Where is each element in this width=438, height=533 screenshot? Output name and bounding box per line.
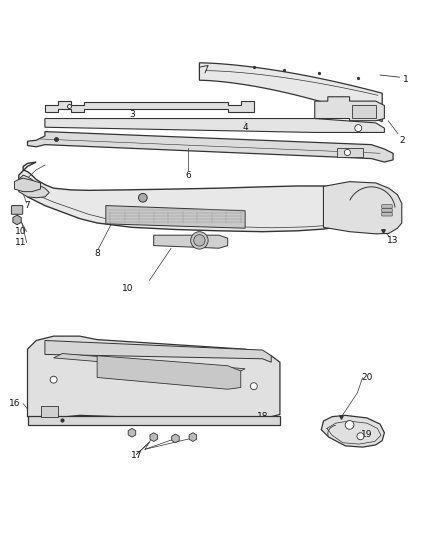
Text: 2: 2 — [399, 136, 405, 145]
Text: 8: 8 — [94, 249, 100, 258]
FancyBboxPatch shape — [382, 213, 392, 216]
Polygon shape — [97, 356, 241, 389]
Text: 10: 10 — [15, 227, 27, 236]
Polygon shape — [45, 101, 254, 112]
Polygon shape — [19, 175, 49, 198]
Polygon shape — [315, 97, 385, 120]
Circle shape — [344, 149, 350, 156]
Circle shape — [138, 193, 147, 202]
Text: 10: 10 — [122, 284, 133, 293]
Circle shape — [345, 421, 354, 429]
FancyBboxPatch shape — [382, 205, 392, 208]
Polygon shape — [28, 336, 280, 421]
Text: 20: 20 — [361, 373, 373, 382]
Polygon shape — [323, 182, 402, 234]
Polygon shape — [45, 341, 271, 362]
Text: 7: 7 — [25, 201, 30, 210]
Polygon shape — [199, 63, 382, 122]
Polygon shape — [45, 118, 385, 133]
Circle shape — [355, 125, 362, 132]
Text: 11: 11 — [15, 238, 27, 247]
Text: 3: 3 — [129, 110, 135, 119]
Bar — [41, 406, 58, 417]
Text: 16: 16 — [9, 399, 20, 408]
FancyBboxPatch shape — [382, 208, 392, 212]
Polygon shape — [154, 235, 228, 248]
Text: 18: 18 — [257, 412, 268, 421]
Circle shape — [191, 232, 208, 249]
Polygon shape — [106, 206, 245, 228]
Polygon shape — [53, 353, 245, 373]
Text: 19: 19 — [361, 430, 373, 439]
Text: 17: 17 — [131, 451, 142, 461]
Polygon shape — [19, 162, 380, 232]
FancyBboxPatch shape — [11, 206, 23, 214]
Circle shape — [357, 433, 364, 440]
Text: 12: 12 — [231, 201, 242, 210]
Text: 14: 14 — [124, 192, 135, 201]
Text: 4: 4 — [242, 123, 248, 132]
Polygon shape — [28, 132, 393, 162]
FancyBboxPatch shape — [336, 148, 363, 157]
Circle shape — [194, 235, 205, 246]
Bar — [352, 104, 376, 118]
Circle shape — [251, 383, 257, 390]
Text: 1: 1 — [403, 75, 409, 84]
Polygon shape — [321, 415, 385, 447]
Text: 13: 13 — [387, 236, 399, 245]
Polygon shape — [14, 178, 41, 192]
Circle shape — [50, 376, 57, 383]
Text: 6: 6 — [186, 171, 191, 180]
FancyBboxPatch shape — [28, 416, 280, 425]
